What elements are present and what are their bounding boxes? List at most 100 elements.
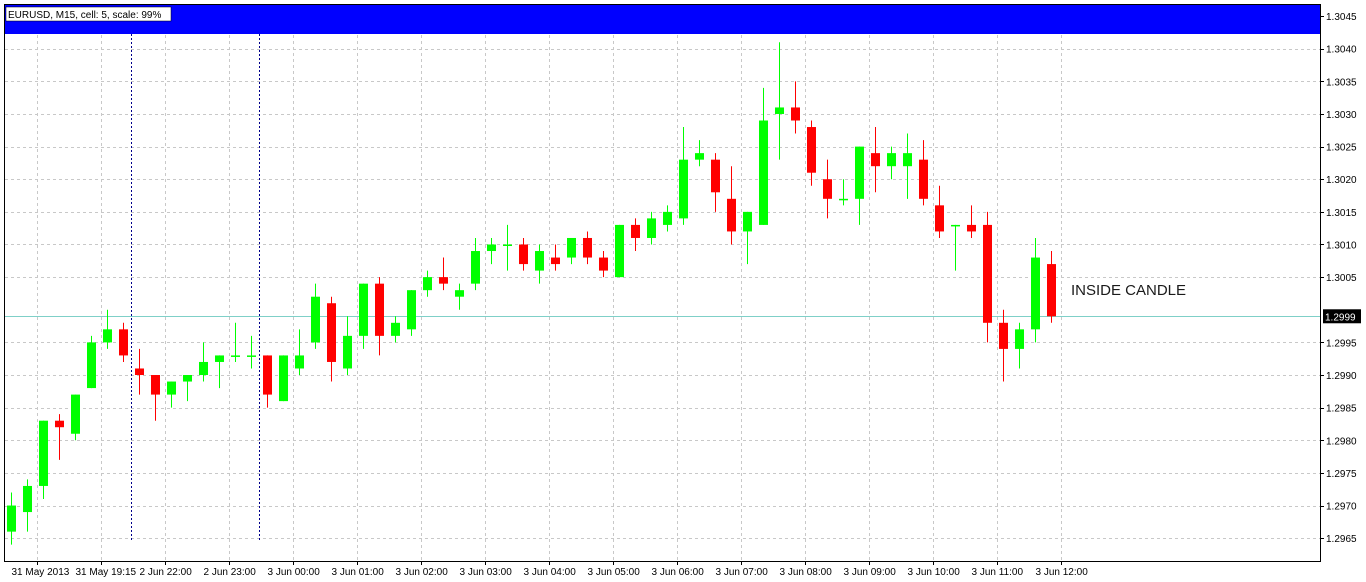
- candle-body: [215, 355, 224, 362]
- candle-body: [455, 290, 464, 297]
- candle-body: [967, 224, 976, 232]
- candle-bear: [439, 257, 448, 291]
- candle-bear: [55, 414, 64, 460]
- candle-body: [567, 237, 576, 258]
- candle-body: [343, 335, 352, 369]
- candle-body: [599, 257, 608, 271]
- candle-body: [695, 153, 704, 160]
- candle-bear: [119, 322, 128, 362]
- candle-body: [791, 107, 800, 121]
- candle-body: [119, 329, 128, 356]
- candle-body: [167, 381, 176, 395]
- price-tick-label: 1.3040: [1326, 45, 1357, 56]
- candle-body: [951, 224, 960, 227]
- candle-body: [759, 120, 768, 225]
- candle-bull: [407, 290, 416, 336]
- candle-bull: [759, 87, 768, 225]
- price-axis[interactable]: 1.3045 1.3040 1.3035 1.3030 1.3025 1.3020 1.30…: [1320, 12, 1361, 545]
- candle-bull: [231, 322, 240, 362]
- candle-bull: [359, 283, 368, 349]
- candle-body: [151, 375, 160, 395]
- candle-bull: [535, 244, 544, 284]
- candle-bull: [743, 211, 752, 265]
- candle-bull: [295, 329, 304, 376]
- time-tick-label: 3 Jun 11:00: [972, 567, 1024, 578]
- candle-bull: [199, 342, 208, 382]
- candle-bear: [871, 127, 880, 193]
- candle-body: [535, 251, 544, 271]
- candle-bull: [951, 224, 960, 271]
- time-tick-label: 3 Jun 06:00: [652, 567, 705, 578]
- candle-bull: [567, 237, 576, 265]
- candle-body: [903, 153, 912, 167]
- candle-body: [295, 355, 304, 369]
- chart-frame: [4, 4, 1321, 562]
- candle-bear: [791, 81, 800, 134]
- candle-bear: [135, 348, 144, 395]
- time-tick-label: 31 May 2013: [12, 567, 70, 578]
- candle-body: [39, 420, 48, 486]
- candle-bull: [903, 133, 912, 199]
- candle-body: [231, 355, 240, 357]
- candle-body: [135, 368, 144, 376]
- candle-bull: [647, 211, 656, 245]
- price-tick-label: 1.3015: [1326, 208, 1357, 219]
- candle-body: [183, 375, 192, 382]
- candle-body: [71, 394, 80, 434]
- candle-bear: [823, 159, 832, 219]
- candle-body: [471, 251, 480, 284]
- candle-bear: [935, 185, 944, 238]
- candle-bull: [855, 146, 864, 225]
- price-tick-label: 1.3025: [1326, 143, 1357, 154]
- candle-body: [55, 420, 64, 428]
- candle-bull: [279, 355, 288, 402]
- candle-body: [1015, 329, 1024, 349]
- price-tick-label: 1.2970: [1326, 502, 1357, 513]
- candle-bull: [503, 224, 512, 271]
- price-tick-label: 1.3010: [1326, 240, 1357, 251]
- candle-body: [887, 153, 896, 167]
- candle-body: [199, 361, 208, 376]
- time-tick-label: 3 Jun 05:00: [588, 567, 641, 578]
- candle-body: [919, 159, 928, 199]
- price-tick-label: 1.3020: [1326, 175, 1357, 186]
- candle-body: [743, 211, 752, 232]
- candle-bull: [23, 479, 32, 532]
- time-tick-label: 3 Jun 08:00: [780, 567, 833, 578]
- candle-body: [391, 322, 400, 336]
- current-price-label: 1.2999: [1325, 312, 1356, 323]
- candle-body: [1047, 264, 1056, 317]
- session-separators: [131, 34, 260, 542]
- time-axis[interactable]: 31 May 2013 31 May 19:15 2 Jun 22:00 2 Jun …: [12, 561, 1089, 578]
- candle-body: [103, 329, 112, 343]
- candle-body: [999, 322, 1008, 349]
- candle-bull: [1015, 322, 1024, 369]
- candle-body: [551, 257, 560, 265]
- candle-body: [263, 355, 272, 395]
- candle-bull: [7, 492, 16, 545]
- candle-bull: [615, 224, 624, 278]
- candle-body: [7, 505, 16, 532]
- current-price-badge: [1323, 309, 1361, 324]
- candle-bear: [327, 296, 336, 382]
- time-tick-label: 31 May 19:15: [76, 567, 137, 578]
- candle-bear: [967, 205, 976, 238]
- candle-bear: [999, 309, 1008, 382]
- candle-body: [871, 153, 880, 167]
- candle-body: [983, 224, 992, 323]
- price-tick-label: 1.3035: [1326, 77, 1357, 88]
- price-tick-label: 1.2985: [1326, 404, 1357, 415]
- price-tick-label: 1.2965: [1326, 534, 1357, 545]
- candle-bull: [247, 335, 256, 369]
- candle-body: [87, 342, 96, 389]
- time-tick-label: 2 Jun 23:00: [204, 567, 257, 578]
- candle-bear: [1047, 251, 1056, 323]
- time-tick-label: 3 Jun 04:00: [524, 567, 577, 578]
- price-tick-label: 1.2990: [1326, 371, 1357, 382]
- candle-bull: [775, 42, 784, 160]
- candle-bull: [487, 237, 496, 265]
- candle-body: [23, 485, 32, 513]
- candle-bear: [583, 231, 592, 265]
- candle-bear: [551, 244, 560, 271]
